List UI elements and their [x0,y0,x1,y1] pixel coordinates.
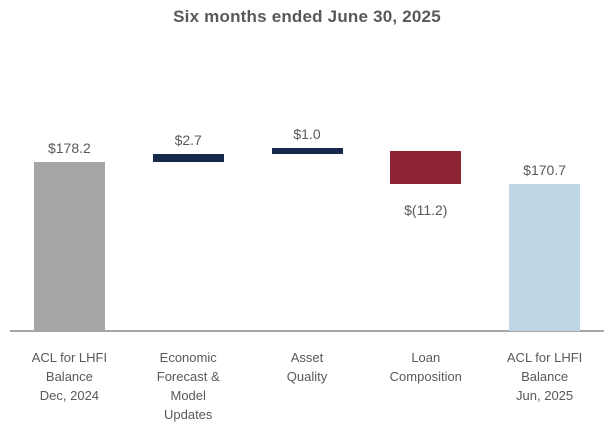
category-label: ACL for LHFI Balance Jun, 2025 [506,350,583,403]
waterfall-bar-4 [390,151,462,185]
category-label: ACL for LHFI Balance Dec, 2024 [31,350,108,403]
value-label: $178.2 [47,140,91,157]
waterfall-bar-5 [509,184,581,331]
value-label: $170.7 [523,162,566,179]
value-label: $(11.2) [404,202,448,219]
value-label: $2.7 [174,132,202,149]
waterfall-bar-2 [152,154,224,163]
value-label: $1.0 [293,126,321,143]
category-label: Loan Composition [389,350,462,384]
x-axis-baseline [10,330,604,332]
chart-title: Six months ended June 30, 2025 [173,7,441,26]
waterfall-bar-3 [271,148,343,155]
waterfall-bar-1 [33,162,105,331]
category-label: Asset Quality [286,350,328,384]
category-label: Economic Forecast & Model Updates [156,350,220,422]
